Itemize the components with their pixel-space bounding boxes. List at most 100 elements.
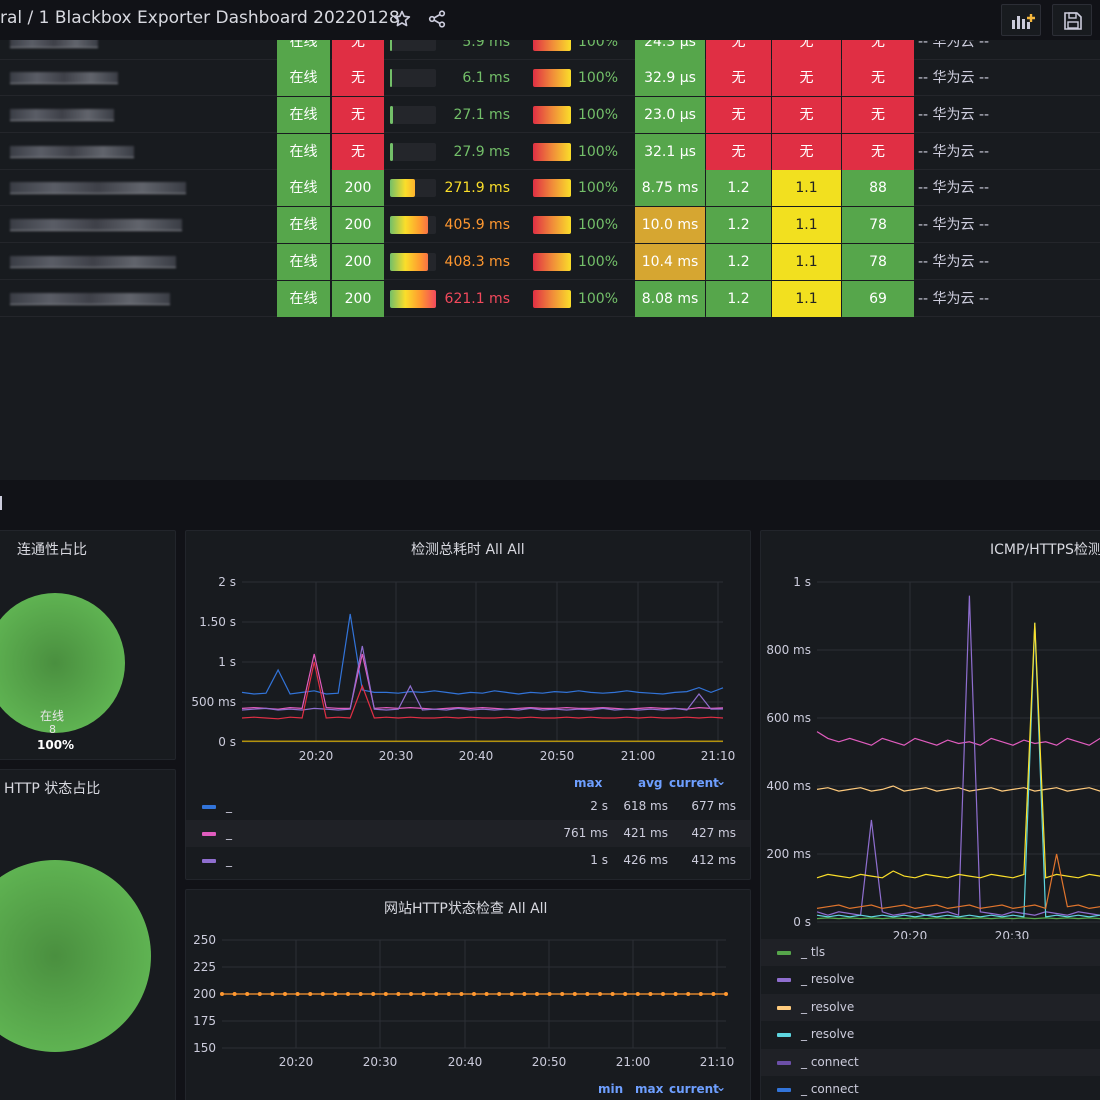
status-cell: 在线 [277,134,331,170]
series-swatch [202,805,216,809]
http-code-cell: 200 [332,244,384,280]
legend-item[interactable]: _ connect [761,1048,1100,1076]
target-name [10,281,200,317]
tls-version-cell: 1.1 [772,207,841,243]
pie-slice-online[interactable] [0,593,125,733]
data-point [320,992,325,996]
legend-item[interactable]: _ resolve [761,993,1100,1021]
pie-slice-200[interactable] [0,860,151,1052]
legend-header-max[interactable]: max [574,776,603,790]
data-point [257,992,262,996]
uptime-cell: 100% [532,170,632,206]
legend-item[interactable]: _ resolve [761,1021,1100,1048]
uptime-value: 100% [577,144,618,160]
series-line [816,853,1100,910]
isp-cell: -- 华为云 -- [918,40,990,50]
save-dashboard-button[interactable] [1052,4,1092,36]
http-status-check-panel: 网站HTTP状态检查 All All 150 175 200 225 250 20:20 2… [185,889,751,1100]
panel-title[interactable]: 检测总耗时 All All [411,542,525,558]
panel-title[interactable]: 连通性占比 [17,542,87,558]
legend-header-current[interactable]: current [669,1082,719,1096]
data-point [585,992,590,996]
series-line [816,622,1100,879]
latency-value: 27.1 ms [453,107,510,123]
data-point [560,992,565,996]
data-point [610,992,615,996]
http-code-cell: 200 [332,207,384,243]
chevron-down-icon[interactable]: ⌄ [716,774,727,788]
http-version-cell: 无 [706,60,771,96]
y-tick-label: 0 s [218,735,236,749]
x-tick-label: 20:30 [379,749,414,763]
panel-title[interactable]: 网站HTTP状态检查 All All [384,901,548,917]
table-row[interactable]: 在线 200 271.9 ms 100% 8.75 ms 1.2 1.1 88 -- 华为云 -… [0,170,1100,206]
table-row[interactable]: 在线无 27.9 ms 100% 32.1 µs 无无无 -- 华为云 -- [0,134,1100,170]
target-name [10,244,200,280]
uptime-value: 100% [577,291,618,307]
series-line [241,613,724,695]
star-icon[interactable] [392,9,412,29]
series-line [241,645,724,711]
legend-item[interactable]: _ 761 ms 421 ms 427 ms [186,820,750,847]
uptime-value: 100% [577,254,618,270]
tls-time-cell: 32.1 µs [635,134,705,170]
legend-item[interactable]: _ tls [761,939,1100,966]
add-panel-button[interactable] [1001,4,1041,36]
dashboard-row-header[interactable] [0,480,1100,526]
legend-header-avg[interactable]: avg [638,776,663,790]
table-row[interactable]: 在线 200 408.3 ms 100% 10.4 ms 1.2 1.1 78 -- 华为云 -… [0,244,1100,280]
series-current: 412 ms [691,853,736,867]
table-row[interactable]: 在线 200 621.1 ms 100% 8.08 ms 1.2 1.1 69 -- 华为云 -… [0,281,1100,317]
table-row[interactable]: 在线无 5.9 ms 100% 24.3 µs 无无无 -- 华为云 -- [0,40,1100,60]
legend-header-max[interactable]: max [635,1082,664,1096]
tls-version-cell: 无 [772,134,841,170]
tls-version-cell: 1.1 [772,281,841,317]
legend-header-current[interactable]: current [669,776,719,790]
http-code-cell: 无 [332,97,384,133]
x-tick-label: 21:10 [701,749,736,763]
tls-time-cell: 32.9 µs [635,60,705,96]
table-row[interactable]: 在线 200 405.9 ms 100% 10.0 ms 1.2 1.1 78 -- 华为云 -… [0,207,1100,243]
table-row[interactable]: 在线无 6.1 ms 100% 32.9 µs 无无无 -- 华为云 -- [0,60,1100,96]
http-version-cell: 无 [706,97,771,133]
status-cell: 在线 [277,170,331,206]
legend-item[interactable]: _ resolve [761,966,1100,993]
y-tick-label: 800 ms [766,643,811,657]
legend-item[interactable]: _ 2 s 618 ms 677 ms [186,793,750,820]
latency-value: 271.9 ms [444,180,510,196]
tls-version-cell: 无 [772,97,841,133]
latency-gauge [390,69,392,87]
breadcrumb[interactable]: ral / 1 Blackbox Exporter Dashboard 2022… [0,8,400,28]
data-point [547,992,552,996]
latency-value: 621.1 ms [444,291,510,307]
legend-item[interactable]: _ connect [761,1076,1100,1100]
x-tick-label: 20:20 [299,749,334,763]
target-name [10,207,200,243]
status-cell: 在线 [277,207,331,243]
series-swatch [202,832,216,836]
probe-duration-chart[interactable]: 0 s 500 ms 1 s 1.50 s 2 s 20:20 20:30 20:40 20:5… [186,531,751,771]
legend-header-min[interactable]: min [598,1082,624,1096]
table-row[interactable]: 在线无 27.1 ms 100% 23.0 µs 无无无 -- 华为云 -- [0,97,1100,133]
data-point [333,992,338,996]
share-icon[interactable] [427,9,447,29]
uptime-gauge [533,143,571,161]
http-code-cell: 200 [332,281,384,317]
data-point [383,992,388,996]
uptime-cell: 100% [532,97,632,133]
panel-title[interactable]: HTTP 状态占比 [4,781,101,797]
series-current: 677 ms [691,799,736,813]
isp-cell: -- 华为云 -- [918,107,990,123]
chevron-down-icon[interactable]: ⌄ [716,1080,727,1094]
series-swatch [777,1033,791,1038]
legend-item[interactable]: _ 1 s 426 ms 412 ms [186,847,750,874]
series-name: _ tls [801,945,826,959]
panel-title[interactable]: ICMP/HTTPS检测 [990,542,1100,558]
http-status-check-chart[interactable]: 150 175 200 225 250 20:20 20:30 20:40 20:50 21:00… [186,890,751,1080]
y-tick-label: 225 [193,960,216,974]
y-tick-label: 500 ms [191,695,236,709]
series-max: 1 s [590,853,608,867]
cert-days-cell: 78 [842,244,914,280]
series-line [816,622,1100,918]
